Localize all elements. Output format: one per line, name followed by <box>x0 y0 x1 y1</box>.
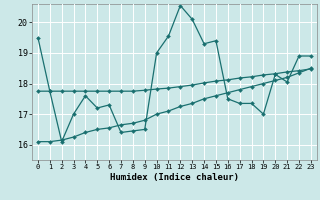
X-axis label: Humidex (Indice chaleur): Humidex (Indice chaleur) <box>110 173 239 182</box>
